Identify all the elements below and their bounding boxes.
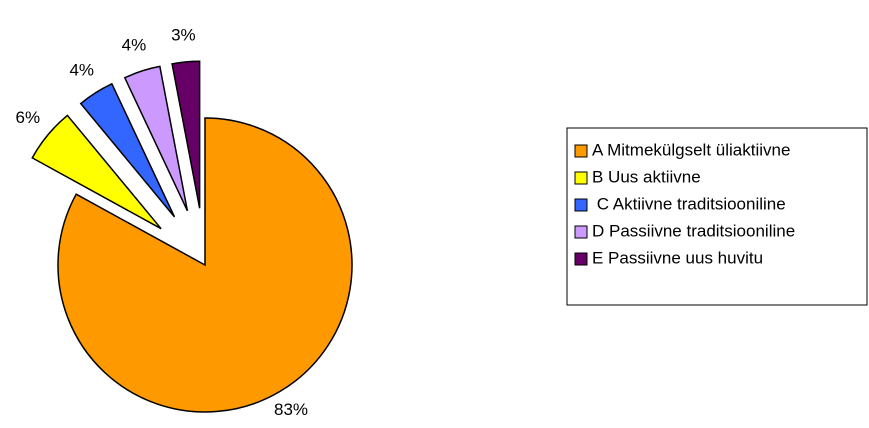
pie-slice [171,60,201,209]
legend-box [566,127,868,306]
legend-swatch [574,144,588,158]
legend-label: D Passiivne traditsiooniline [592,221,795,240]
legend-swatch [574,252,588,266]
legend-swatch [574,198,588,212]
legend-label: E Passiivne uus huvitu [592,248,763,267]
legend-label: A Mitmekülgselt üliaktiivne [592,140,790,159]
pie-slice [31,114,162,230]
legend-swatch [574,225,588,239]
slice-label: 83% [274,400,308,419]
slice-label: 3% [171,26,196,45]
pie-slice [123,65,189,212]
slice-label: 4% [122,36,147,55]
slice-label: 6% [15,108,40,127]
pie-slice [57,117,353,413]
legend-label: C Aktiivne traditsiooniline [592,194,786,213]
legend-swatch [574,171,588,185]
slice-label: 4% [69,60,94,79]
legend-label: B Uus aktiivne [592,167,701,186]
pie-slice [79,82,176,218]
